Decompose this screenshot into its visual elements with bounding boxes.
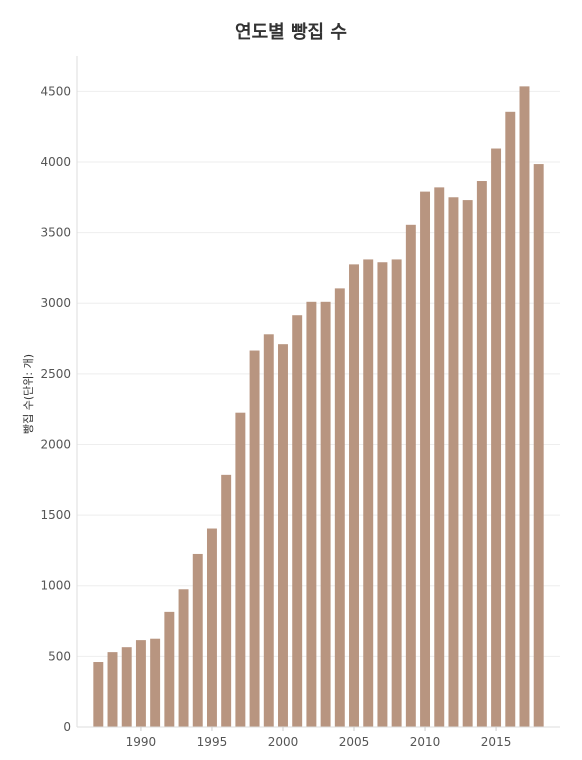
y-tick-label: 4500 (40, 84, 71, 98)
x-tick-label: 1990 (126, 735, 157, 749)
y-tick-label: 1000 (40, 579, 71, 593)
y-tick-label: 1500 (40, 508, 71, 522)
bar (249, 350, 260, 727)
bar (107, 652, 118, 727)
bar (363, 259, 374, 727)
y-tick-label: 4000 (40, 155, 71, 169)
bar (93, 662, 104, 727)
bar (235, 412, 246, 727)
y-tick-label: 500 (48, 649, 71, 663)
bar (306, 301, 317, 727)
bar (121, 647, 132, 727)
bar (206, 528, 217, 727)
bar (135, 640, 146, 727)
bar (164, 611, 175, 727)
bar (462, 200, 473, 727)
bar (405, 224, 416, 727)
bar (292, 315, 303, 727)
bar (150, 638, 161, 727)
y-tick-label: 0 (63, 720, 71, 734)
bar (377, 262, 388, 727)
y-tick-label: 2500 (40, 367, 71, 381)
chart-title: 연도별 빵집 수 (235, 22, 347, 43)
bar (178, 589, 189, 727)
bar (434, 187, 445, 727)
bar (448, 197, 459, 727)
bar (320, 301, 331, 727)
bar (278, 344, 288, 727)
bar (349, 264, 359, 727)
y-tick-label: 3500 (40, 226, 71, 240)
bar (334, 288, 345, 727)
bar (476, 181, 487, 728)
bar (263, 334, 274, 727)
x-tick-label: 2015 (481, 735, 512, 749)
bar (505, 111, 516, 727)
x-tick-label: 2000 (268, 735, 299, 749)
bar (192, 553, 203, 727)
x-tick-label: 1995 (197, 735, 228, 749)
bar (491, 148, 502, 728)
bar (391, 259, 402, 727)
y-tick-label: 2000 (40, 437, 71, 451)
x-tick-label: 2010 (410, 735, 441, 749)
x-tick-label: 2005 (339, 735, 370, 749)
bar (519, 86, 530, 727)
bar (221, 474, 232, 727)
bar (420, 191, 431, 728)
y-tick-label: 3000 (40, 296, 71, 310)
bar (533, 164, 544, 728)
